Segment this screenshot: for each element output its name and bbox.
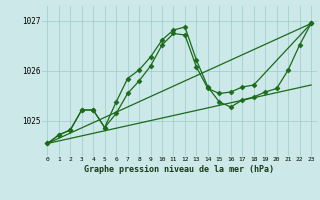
- X-axis label: Graphe pression niveau de la mer (hPa): Graphe pression niveau de la mer (hPa): [84, 165, 274, 174]
